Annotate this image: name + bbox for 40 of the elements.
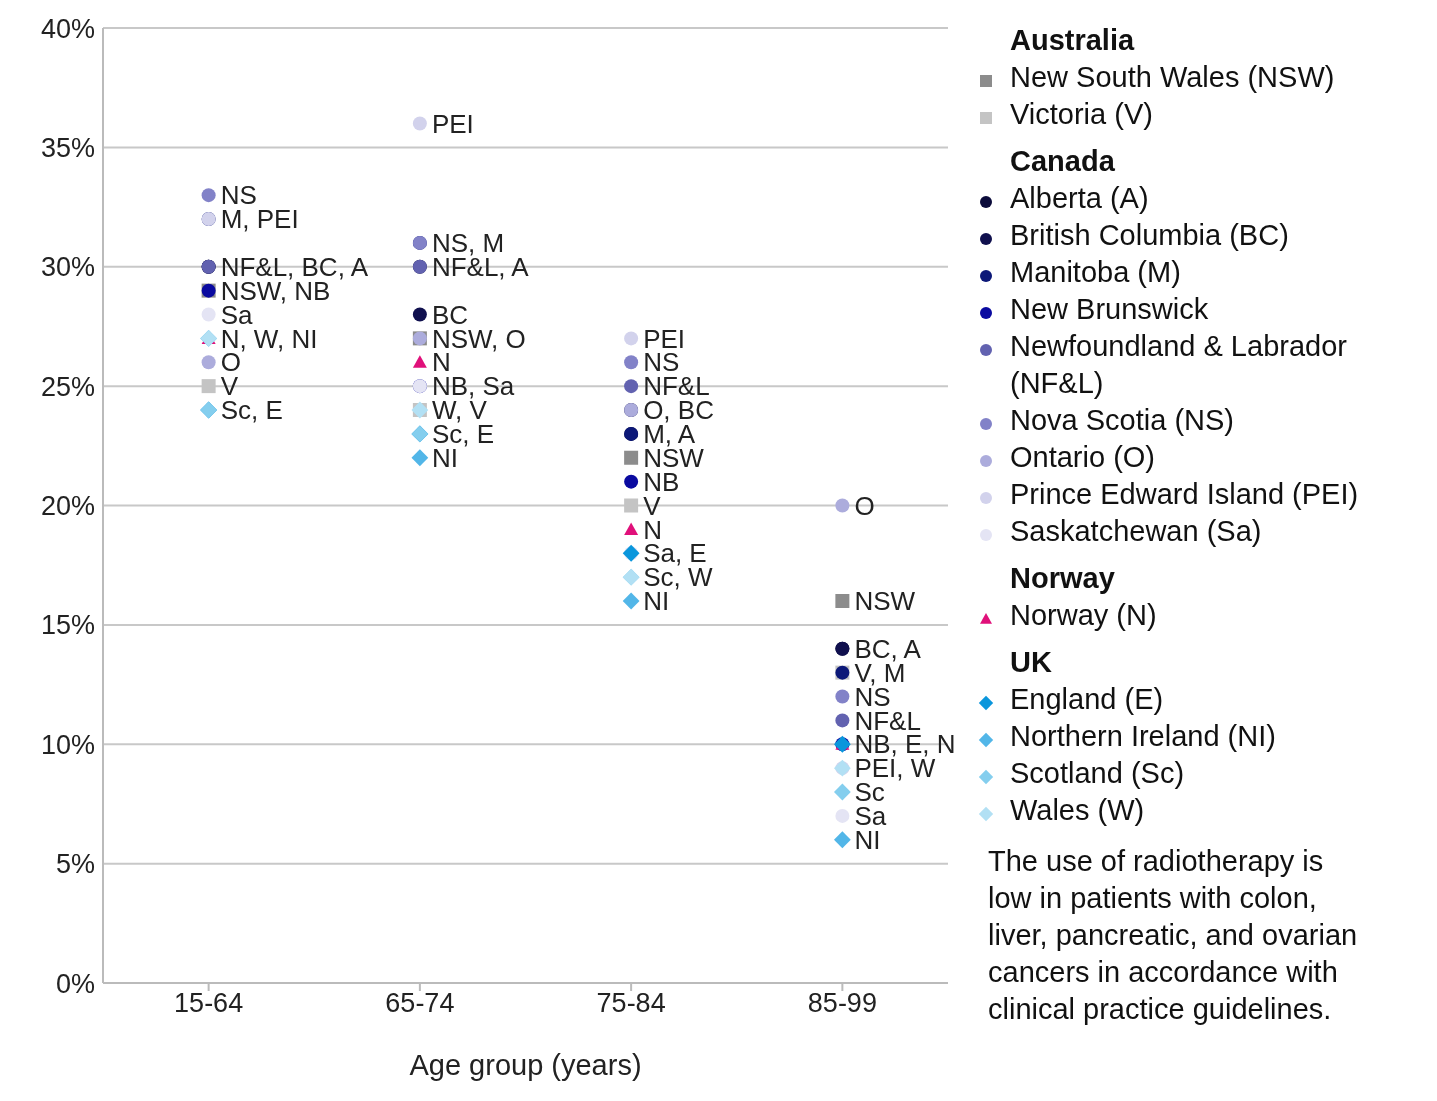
text: UK	[1010, 646, 1052, 678]
legend-label: Newfoundland & Labrador (NF&L)	[1010, 329, 1348, 401]
annotation: NSW	[854, 586, 916, 617]
legend-label: Ontario (O)	[1010, 440, 1156, 475]
y-tick-label: 30%	[40, 252, 95, 283]
annotation: NI	[643, 586, 670, 617]
legend-label: Victoria (V)	[1010, 97, 1153, 132]
legend-label: Scotland (Sc)	[1010, 756, 1185, 791]
x-axis-title: Age group (years)	[409, 1049, 642, 1081]
x-tick-label: 85-99	[807, 988, 877, 1019]
legend-label: Alberta (A)	[1010, 181, 1149, 216]
legend-label: British Columbia (BC)	[1010, 218, 1289, 253]
legend-label: Wales (W)	[1010, 793, 1145, 828]
legend-label: New Brunswick	[1010, 292, 1209, 327]
annotation: NI	[431, 442, 458, 473]
annotation: PEI	[431, 108, 474, 139]
y-tick-label: 25%	[40, 371, 95, 402]
y-tick-label: 10%	[40, 729, 95, 760]
y-tick-label: 20%	[40, 491, 95, 522]
legend-label: New South Wales (NSW)	[1010, 60, 1335, 95]
legend-label: Norway (N)	[1010, 598, 1157, 633]
y-tick-label: 35%	[40, 132, 95, 163]
legend-label: Manitoba (M)	[1010, 255, 1181, 290]
text: Australia	[1010, 24, 1135, 56]
x-tick-label: 15-64	[174, 988, 244, 1019]
y-tick-label: 0%	[55, 968, 95, 999]
legend-label: Northern Ireland (NI)	[1010, 719, 1276, 754]
legend-label: England (E)	[1010, 682, 1164, 717]
legend-label: Nova Scotia (NS)	[1010, 403, 1235, 438]
y-tick-label: 15%	[40, 610, 95, 641]
y-tick-label: 5%	[55, 849, 95, 880]
text: The use of radiotherapy is low in patients with colon, liver, pancreatic, and ovarian cancers in accordance with clinical practice guidelines.	[988, 844, 1359, 1027]
legend-label: Saskatchewan (Sa)	[1010, 514, 1262, 549]
y-tick-label: 40%	[40, 13, 95, 44]
text: Canada	[1010, 145, 1115, 177]
x-tick-label: 65-74	[385, 988, 455, 1019]
x-tick-label: 75-84	[596, 988, 666, 1019]
legend-label: Prince Edward Island (PEI)	[1010, 477, 1359, 512]
annotation: O	[854, 490, 875, 521]
text: Norway	[1010, 562, 1115, 594]
